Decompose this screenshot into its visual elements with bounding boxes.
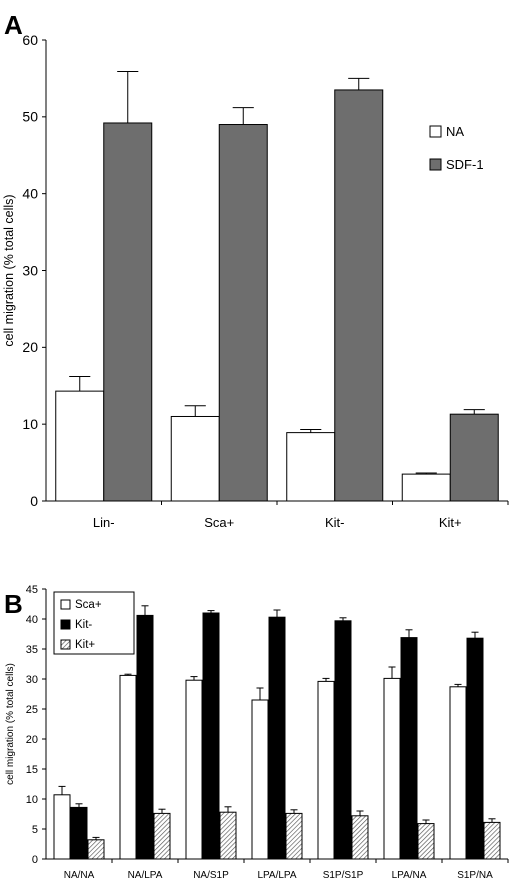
y-tick-label: 5	[32, 824, 38, 836]
y-tick-label: 0	[32, 854, 38, 866]
bar	[70, 806, 88, 860]
x-tick-label: S1P/S1P	[323, 870, 364, 881]
bar	[251, 699, 269, 860]
bar	[417, 823, 435, 860]
bar	[136, 614, 154, 860]
bar	[334, 89, 384, 502]
y-tick-label: 50	[22, 109, 38, 125]
y-tick-label: 10	[22, 416, 38, 432]
y-tick-label: 40	[22, 186, 38, 202]
bar	[285, 812, 303, 860]
panel-b: B 0 5 10 15 20 25 30 35 40 45 cell migration (% tot…	[4, 584, 509, 881]
panel-letter: A	[4, 10, 23, 40]
x-tick-label: Sca+	[204, 515, 234, 530]
bar	[219, 811, 237, 860]
legend-label: SDF-1	[446, 157, 484, 172]
bar	[466, 637, 484, 860]
bar	[449, 413, 499, 502]
bar	[218, 124, 268, 502]
y-tick-label: 20	[22, 339, 38, 355]
y-axis-label: cell migration (% total cells)	[5, 663, 16, 785]
y-tick-label: 10	[26, 794, 38, 806]
legend-label: Sca+	[75, 599, 102, 611]
y-tick-label: 40	[26, 614, 38, 626]
bar	[153, 812, 171, 860]
y-tick-label: 35	[26, 644, 38, 656]
bar	[449, 686, 467, 860]
x-tick-label: Kit+	[439, 515, 462, 530]
bar	[401, 473, 451, 502]
x-tick-label: NA/LPA	[128, 870, 163, 881]
bar	[317, 680, 335, 860]
y-tick-label: 15	[26, 764, 38, 776]
legend-label: Kit+	[75, 639, 95, 651]
legend-label: Kit-	[75, 619, 92, 631]
bar	[483, 821, 501, 860]
y-tick-label: 60	[22, 32, 38, 48]
y-tick-label: 30	[22, 262, 38, 278]
bar	[286, 432, 336, 502]
bar	[53, 794, 71, 860]
bar	[334, 620, 352, 860]
legend-swatch	[60, 599, 71, 610]
panel-letter: B	[4, 589, 23, 619]
bar	[383, 677, 401, 860]
legend-swatch	[429, 125, 442, 138]
legend-swatch	[60, 639, 71, 650]
bar	[400, 637, 418, 860]
bar	[351, 815, 369, 860]
y-tick-label: 30	[26, 674, 38, 686]
legend-label: NA	[446, 124, 464, 139]
x-tick-label: LPA/LPA	[257, 870, 296, 881]
bar	[268, 616, 286, 860]
legend-swatch	[429, 158, 442, 171]
y-axis-label: cell migration (% total cells)	[2, 194, 16, 346]
panel-a: A 0 10 20 30 40 50 60 cell migration (% total ce…	[2, 10, 509, 530]
y-tick-label: 0	[30, 493, 38, 509]
bar	[55, 390, 105, 502]
x-tick-label: LPA/NA	[392, 870, 427, 881]
bar	[103, 122, 153, 502]
bar	[185, 679, 203, 860]
bar	[87, 839, 105, 860]
legend-swatch	[60, 619, 71, 630]
bar	[170, 415, 220, 502]
x-tick-label: NA/S1P	[193, 870, 229, 881]
y-tick-label: 45	[26, 584, 38, 596]
x-tick-label: Lin-	[93, 515, 115, 530]
x-tick-label: NA/NA	[64, 870, 95, 881]
y-tick-label: 25	[26, 704, 38, 716]
x-tick-label: S1P/NA	[457, 870, 493, 881]
bar	[202, 612, 220, 860]
x-tick-label: Kit-	[325, 515, 345, 530]
y-tick-label: 20	[26, 734, 38, 746]
bar	[119, 674, 137, 860]
